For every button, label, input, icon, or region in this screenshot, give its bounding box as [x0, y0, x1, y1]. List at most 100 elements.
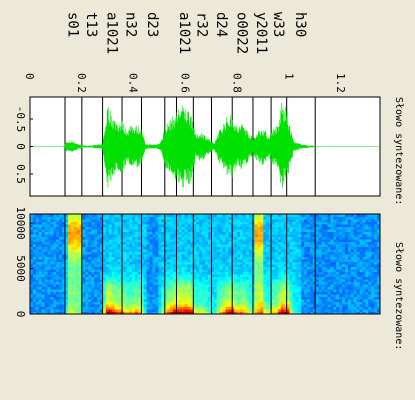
spectrogram-cell — [73, 271, 78, 275]
spectrogram-cell — [292, 291, 296, 295]
spectrogram-cell — [167, 221, 171, 225]
spectrogram-cell — [356, 304, 361, 307]
spectrogram-cell — [304, 271, 308, 275]
spectrogram-cell — [219, 269, 223, 272]
spectrogram-cell — [82, 284, 86, 287]
spectrogram-cell — [32, 214, 37, 217]
spectrogram-cell — [312, 296, 317, 300]
spectrogram-cell — [111, 214, 116, 217]
spectrogram-cell — [295, 214, 299, 217]
spectrogram-cell — [129, 216, 133, 220]
spectrogram-cell — [172, 276, 177, 280]
spectrogram-cell — [129, 251, 133, 255]
spectrogram-cell — [65, 266, 69, 270]
spectrogram-cell — [135, 306, 139, 310]
spectrogram-cell — [283, 306, 288, 310]
spectrogram-cell — [315, 279, 320, 282]
spectrogram-cell — [76, 226, 81, 230]
spectrogram-cell — [295, 284, 299, 287]
spectrogram-cell — [336, 276, 340, 280]
spectrogram-cell — [368, 249, 372, 252]
spectrogram-cell — [339, 231, 343, 235]
spectrogram-cell — [263, 249, 267, 252]
spectrogram-cell — [298, 304, 302, 307]
spectrogram-cell — [70, 219, 75, 222]
spectrogram-cell — [91, 284, 95, 287]
spectrogram-cell — [207, 284, 212, 287]
spectrogram-cell — [315, 271, 320, 275]
spectrogram-cell — [67, 274, 72, 277]
spectrogram-cell — [56, 249, 60, 252]
spectrogram-cell — [283, 234, 288, 237]
spectrogram-cell — [272, 279, 276, 282]
spectrogram-cell — [135, 261, 139, 265]
spectrogram-cell — [140, 289, 145, 292]
spectrogram-cell — [231, 286, 235, 290]
spectrogram-cell — [100, 299, 104, 302]
spectrogram-cell — [143, 226, 148, 230]
spectrogram-cell — [362, 241, 366, 245]
spectrogram-cell — [362, 286, 366, 290]
spectrogram-cell — [222, 216, 226, 220]
spectrogram-cell — [248, 291, 253, 295]
spectrogram-cell — [129, 299, 133, 302]
spectrogram-cell — [327, 236, 331, 240]
spectrogram-cell — [53, 266, 57, 270]
spectrogram-cell — [97, 221, 101, 225]
spectrogram-cell — [79, 294, 83, 297]
spectrogram-cell — [62, 251, 66, 255]
spectrogram-cell — [199, 224, 203, 227]
spectrogram-cell — [56, 214, 60, 217]
spectrogram-cell — [345, 221, 349, 225]
spectrogram-cell — [193, 269, 197, 272]
spectrogram-cell — [365, 239, 369, 242]
spectrogram-cell — [347, 246, 352, 250]
spectrogram-cell — [190, 286, 194, 290]
spectrogram-cell — [292, 294, 296, 297]
spectrogram-cell — [102, 286, 107, 290]
spectrogram-cell — [32, 231, 37, 235]
spectrogram-cell — [158, 249, 162, 252]
spectrogram-cell — [359, 216, 363, 220]
spectrogram-cell — [143, 214, 148, 217]
spectrogram-cell — [202, 309, 206, 312]
spectrogram-cell — [254, 304, 258, 307]
spectrogram-cell — [129, 296, 133, 300]
spectrogram-cell — [152, 219, 156, 222]
spectrogram-cell — [304, 274, 308, 277]
spectrogram-cell — [79, 264, 83, 267]
spectrogram-cell — [181, 294, 186, 297]
spectrogram-cell — [275, 291, 279, 295]
spectrogram-cell — [73, 301, 78, 305]
spectrogram-cell — [79, 301, 83, 305]
spectrogram-cell — [100, 224, 104, 227]
spectrogram-cell — [266, 239, 270, 242]
spectrogram-cell — [155, 296, 159, 300]
spectrogram-cell — [339, 296, 343, 300]
spectrogram-cell — [193, 281, 197, 285]
spectrogram-cell — [307, 219, 311, 222]
spectrogram-cell — [242, 229, 247, 232]
spectrogram-cell — [41, 229, 46, 232]
spectrogram-cell — [47, 231, 51, 235]
spectrogram-cell — [181, 249, 186, 252]
spectrogram-cell — [231, 291, 235, 295]
spectrogram-cell — [231, 234, 235, 237]
spectrogram-cell — [219, 254, 223, 257]
spectrogram-cell — [202, 244, 206, 247]
spectrogram-cell — [231, 256, 235, 260]
spectrogram-cell — [38, 279, 43, 282]
spectrogram-cell — [70, 221, 75, 225]
spectrogram-cell — [280, 216, 285, 220]
spectrogram-cell — [210, 306, 215, 310]
spectrogram-cell — [67, 244, 72, 247]
spectrogram-cell — [100, 304, 104, 307]
spectrogram-cell — [146, 246, 151, 250]
spectrogram-cell — [108, 284, 113, 287]
spectrogram-cell — [342, 219, 346, 222]
spectrogram-cell — [202, 216, 206, 220]
spectrogram-cell — [97, 249, 101, 252]
spectrogram-cell — [172, 244, 177, 247]
spectrogram-cell — [158, 236, 162, 240]
spectrogram-cell — [330, 236, 334, 240]
